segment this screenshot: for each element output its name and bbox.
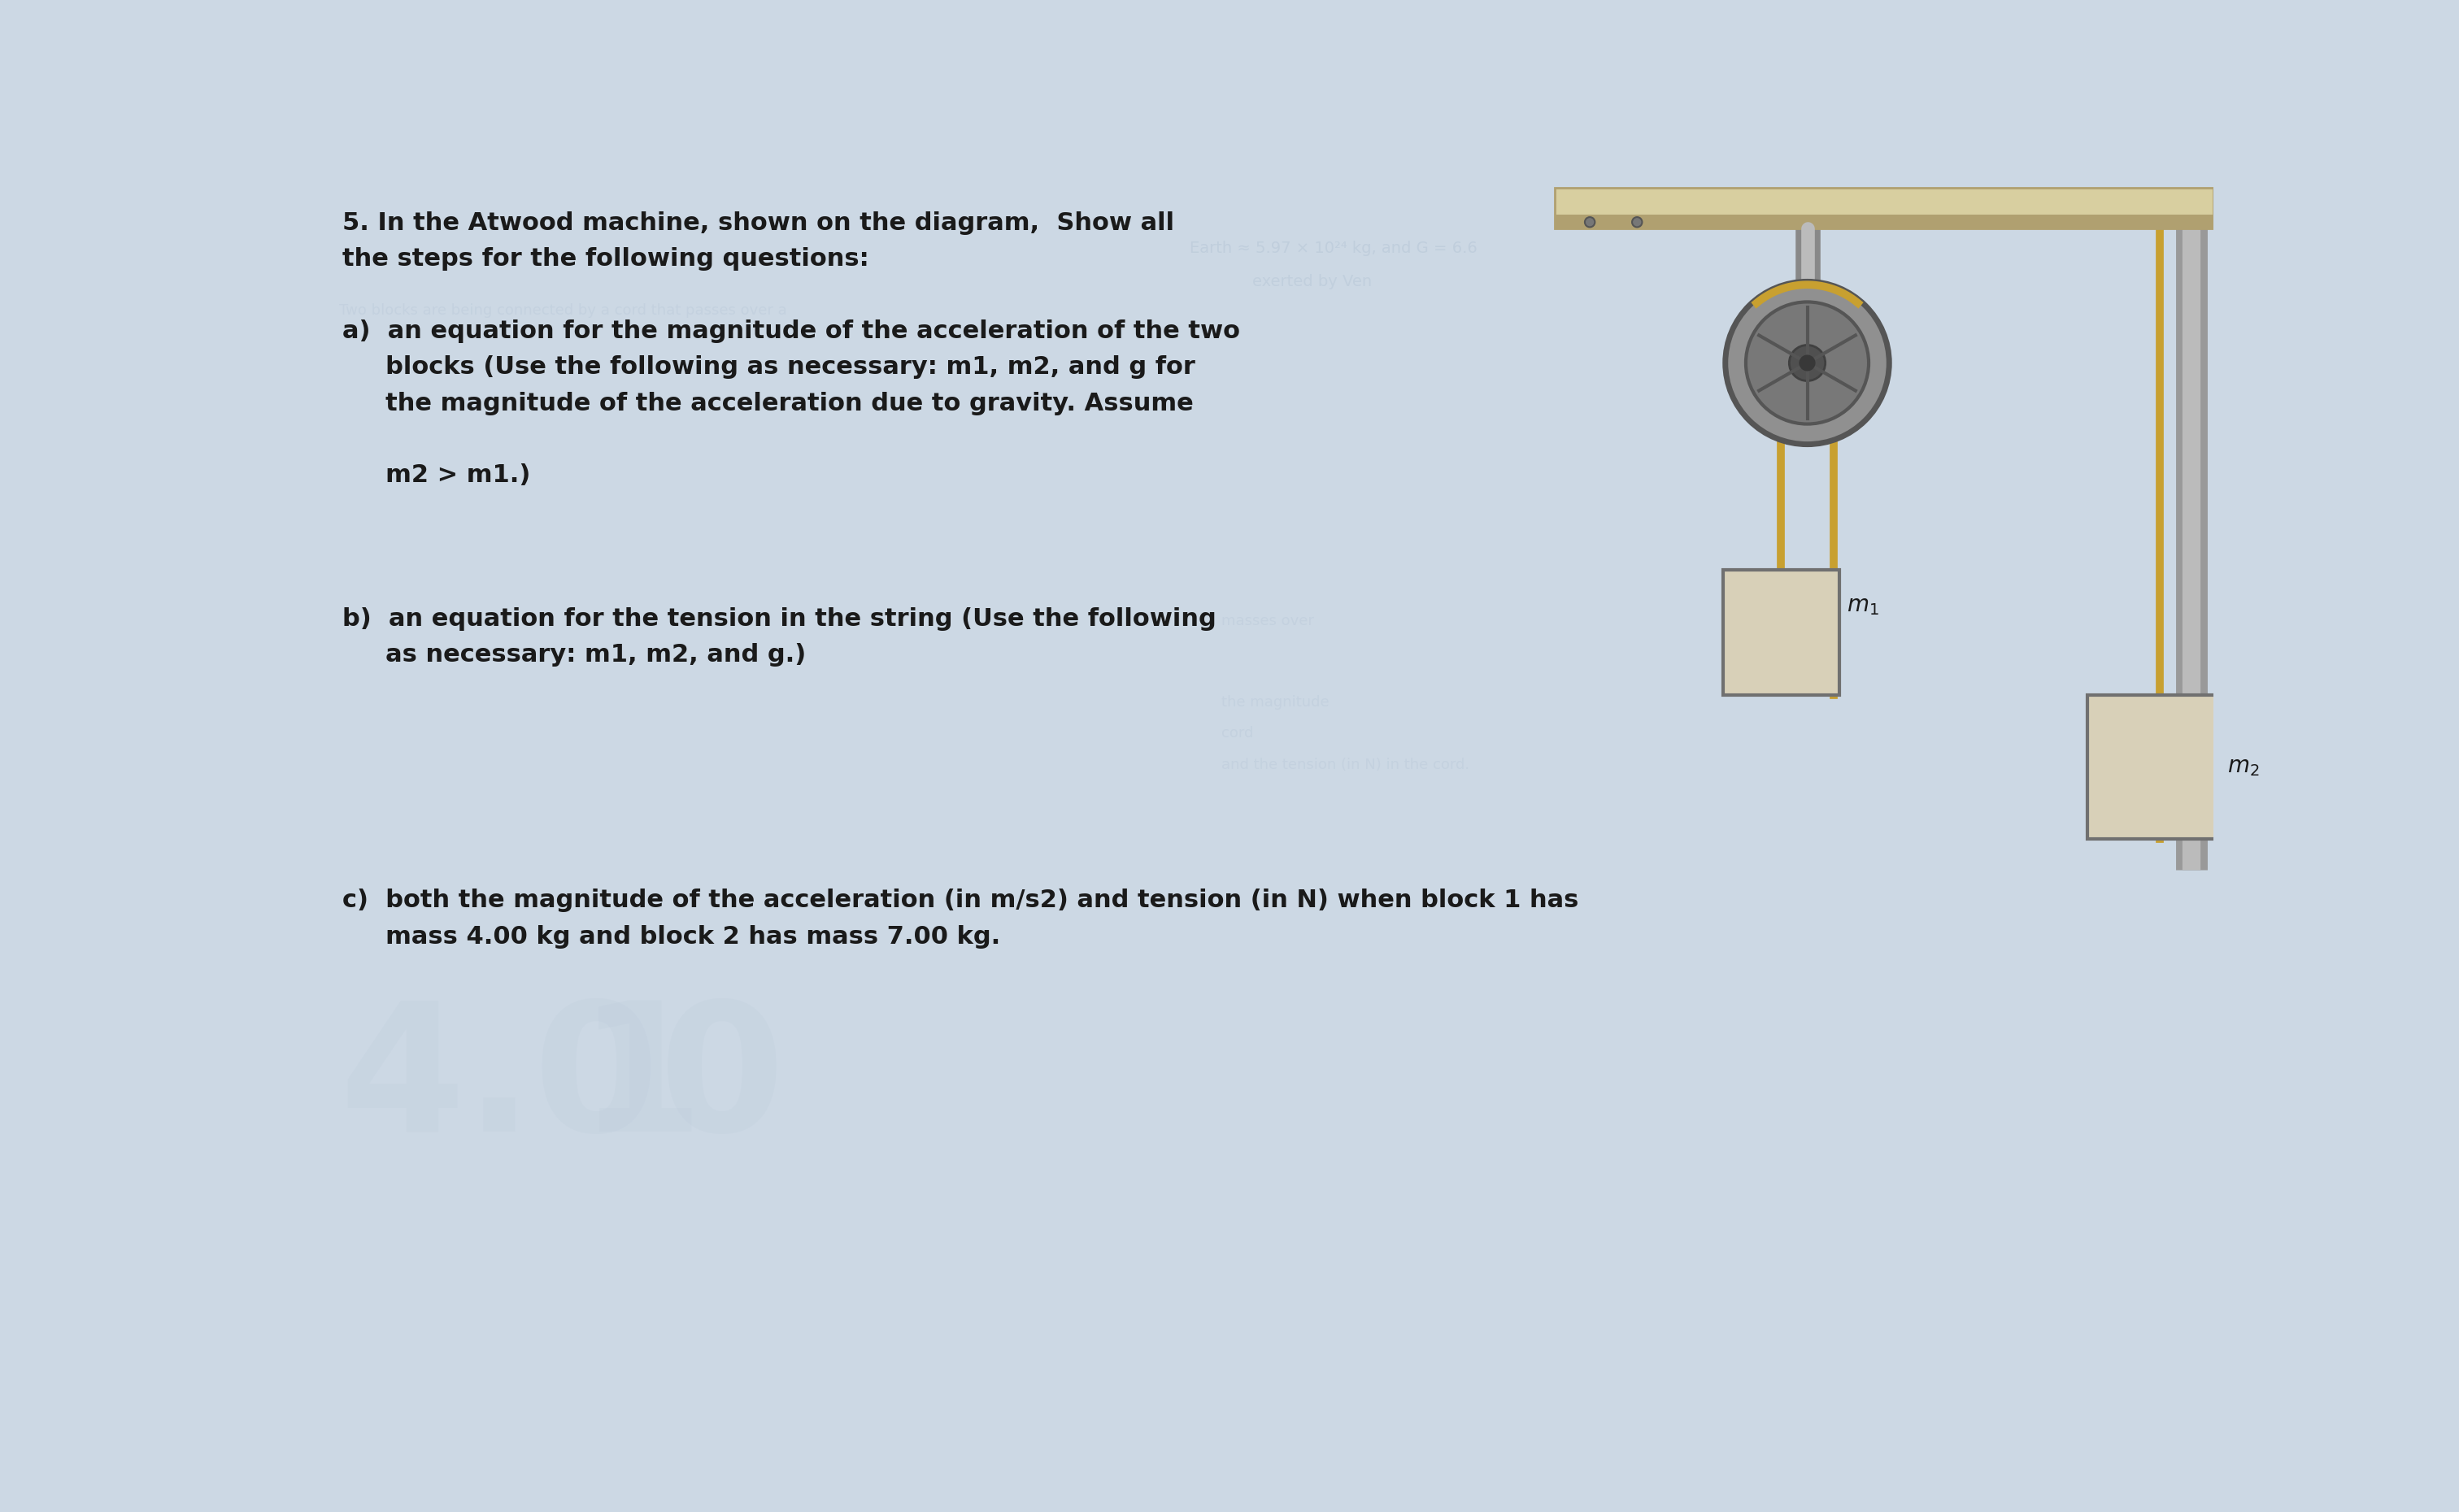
Text: the steps for the following questions:: the steps for the following questions: [342, 246, 868, 271]
Bar [1554, 215, 2213, 228]
Circle shape [1746, 302, 1869, 423]
Text: 5. In the Atwood machine, shown on the diagram,  Show all: 5. In the Atwood machine, shown on the d… [342, 212, 1173, 234]
Text: exerted by Ven: exerted by Ven [1252, 274, 1372, 289]
Bar [1554, 187, 2213, 228]
Text: cord: cord [1222, 726, 1254, 741]
Text: $m_2$: $m_2$ [2228, 756, 2260, 779]
Text: 4.00: 4.00 [339, 995, 784, 1169]
Text: a)  an equation for the magnitude of the acceleration of the two: a) an equation for the magnitude of the … [342, 319, 1239, 343]
Text: 0 m: 0 m [1630, 206, 1665, 221]
Circle shape [1633, 218, 1643, 227]
Circle shape [1790, 345, 1825, 381]
Text: the magnitude: the magnitude [1222, 694, 1328, 709]
Text: and the tension (in N) in the cord.: and the tension (in N) in the cord. [1222, 758, 1470, 773]
Text: the magnitude of the acceleration due to gravity. Assume: the magnitude of the acceleration due to… [342, 392, 1193, 416]
Text: c)  both the magnitude of the acceleration (in m/s2) and tension (in N) when blo: c) both the magnitude of the acceleratio… [342, 889, 1579, 912]
Text: blocks (Use the following as necessary: m1, m2, and g for: blocks (Use the following as necessary: … [342, 355, 1195, 380]
Text: 1: 1 [578, 995, 703, 1169]
Bar [1724, 570, 1839, 694]
Text: $m_1$: $m_1$ [1847, 594, 1879, 617]
Text: masses over: masses over [1222, 614, 1313, 627]
Text: m2 > m1.): m2 > m1.) [342, 463, 531, 487]
Text: Earth ≈ 5.97 × 10²⁴ kg, and G = 6.6: Earth ≈ 5.97 × 10²⁴ kg, and G = 6.6 [1190, 240, 1478, 257]
Text: mass 4.00 kg and block 2 has mass 7.00 kg.: mass 4.00 kg and block 2 has mass 7.00 k… [342, 925, 1001, 948]
Circle shape [1726, 281, 1889, 445]
Circle shape [1584, 218, 1596, 227]
Text: Two blocks are being connected by a cord that passes over a: Two blocks are being connected by a cord… [339, 304, 787, 318]
Circle shape [1800, 355, 1815, 370]
Text: b)  an equation for the tension in the string (Use the following: b) an equation for the tension in the st… [342, 608, 1217, 631]
Bar [2088, 694, 2220, 839]
Text: as necessary: m1, m2, and g.): as necessary: m1, m2, and g.) [342, 644, 807, 667]
